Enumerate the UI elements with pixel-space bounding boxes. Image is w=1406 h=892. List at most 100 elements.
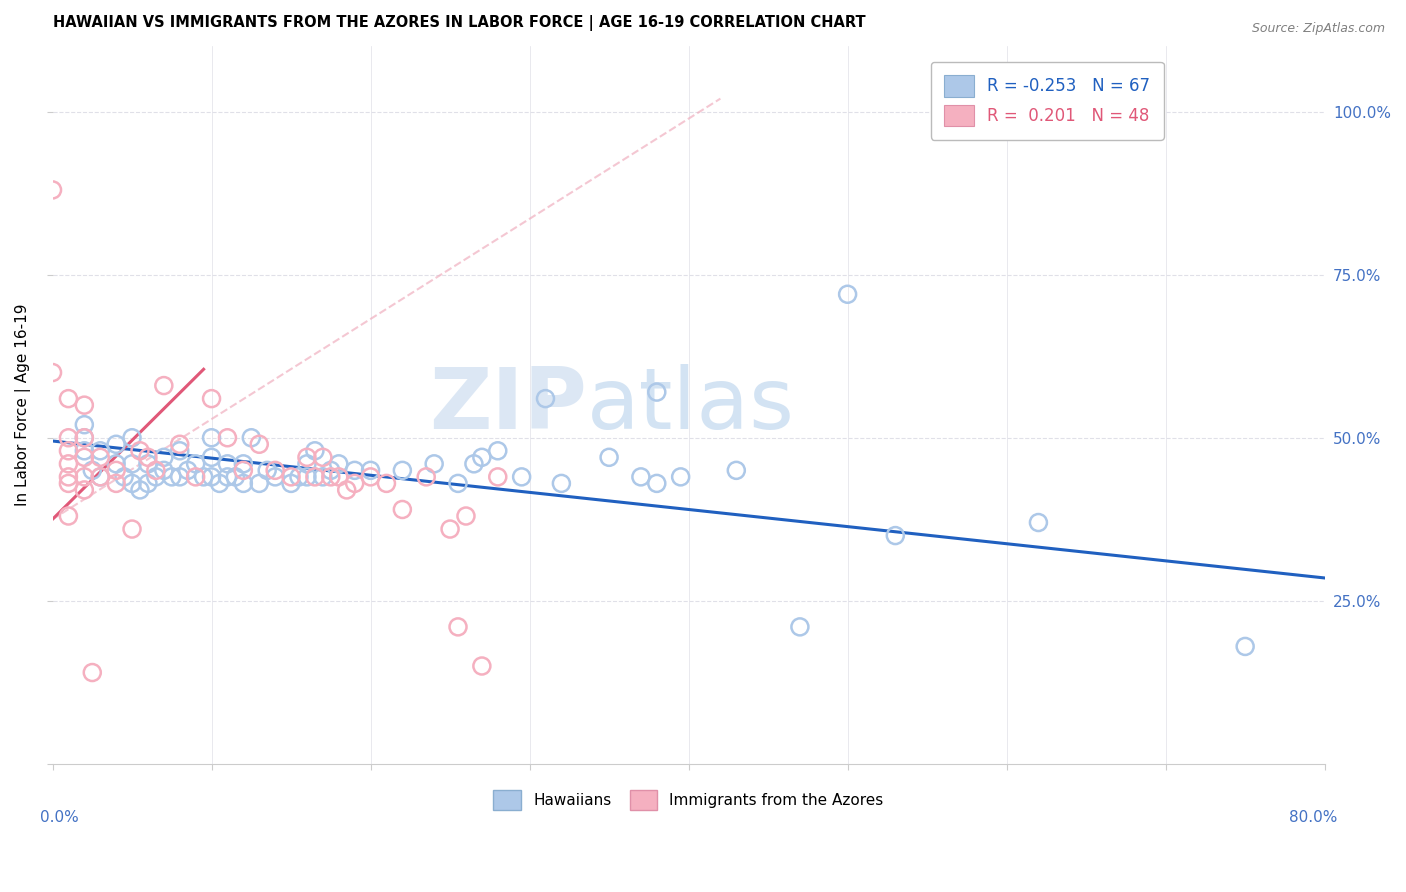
Point: [153, 450, 176, 465]
Point: [105, 437, 128, 451]
Point: [630, 470, 652, 484]
Point: [73, 431, 96, 445]
Point: [176, 463, 198, 477]
Point: [145, 470, 167, 484]
Point: [136, 450, 159, 465]
Point: [391, 502, 413, 516]
Point: [200, 450, 222, 465]
Point: [89, 450, 111, 465]
Point: [280, 470, 302, 484]
Point: [471, 450, 494, 465]
Point: [58, 457, 80, 471]
Point: [224, 470, 246, 484]
Point: [169, 437, 191, 451]
Point: [184, 457, 207, 471]
Point: [73, 450, 96, 465]
Point: [264, 470, 287, 484]
Point: [312, 450, 335, 465]
Point: [1234, 640, 1257, 654]
Point: [82, 463, 104, 477]
Point: [550, 476, 572, 491]
Point: [360, 463, 382, 477]
Point: [247, 437, 270, 451]
Point: [200, 392, 222, 406]
Point: [232, 463, 254, 477]
Point: [295, 450, 318, 465]
Point: [89, 470, 111, 484]
Point: [837, 287, 859, 301]
Point: [89, 443, 111, 458]
Point: [328, 470, 350, 484]
Point: [169, 443, 191, 458]
Point: [360, 470, 382, 484]
Point: [73, 431, 96, 445]
Point: [89, 470, 111, 484]
Point: [295, 470, 318, 484]
Point: [669, 470, 692, 484]
Point: [391, 463, 413, 477]
Point: [232, 457, 254, 471]
Point: [645, 385, 668, 400]
Point: [312, 470, 335, 484]
Point: [169, 470, 191, 484]
Point: [41, 366, 63, 380]
Point: [789, 620, 811, 634]
Point: [73, 398, 96, 412]
Point: [375, 476, 398, 491]
Point: [319, 470, 342, 484]
Point: [217, 457, 239, 471]
Point: [447, 620, 470, 634]
Point: [73, 443, 96, 458]
Point: [129, 483, 152, 497]
Point: [247, 476, 270, 491]
Point: [454, 508, 477, 523]
Point: [58, 476, 80, 491]
Point: [82, 665, 104, 680]
Point: [73, 417, 96, 432]
Point: [217, 470, 239, 484]
Point: [121, 522, 143, 536]
Point: [217, 431, 239, 445]
Point: [343, 463, 366, 477]
Text: 80.0%: 80.0%: [1289, 811, 1337, 825]
Point: [112, 470, 135, 484]
Point: [184, 470, 207, 484]
Point: [264, 463, 287, 477]
Point: [328, 457, 350, 471]
Point: [343, 476, 366, 491]
Point: [105, 463, 128, 477]
Point: [73, 483, 96, 497]
Point: [121, 431, 143, 445]
Point: [884, 528, 907, 542]
Point: [486, 470, 509, 484]
Point: [439, 522, 461, 536]
Point: [73, 470, 96, 484]
Point: [725, 463, 748, 477]
Point: [58, 470, 80, 484]
Point: [232, 476, 254, 491]
Point: [105, 476, 128, 491]
Point: [304, 443, 326, 458]
Point: [463, 457, 485, 471]
Point: [200, 470, 222, 484]
Point: [136, 476, 159, 491]
Point: [645, 476, 668, 491]
Point: [1028, 516, 1050, 530]
Point: [105, 457, 128, 471]
Point: [58, 508, 80, 523]
Point: [153, 463, 176, 477]
Point: [58, 431, 80, 445]
Point: [145, 463, 167, 477]
Point: [415, 470, 437, 484]
Point: [288, 470, 311, 484]
Point: [598, 450, 620, 465]
Point: [304, 470, 326, 484]
Point: [423, 457, 446, 471]
Point: [208, 476, 231, 491]
Point: [534, 392, 557, 406]
Point: [136, 457, 159, 471]
Point: [200, 431, 222, 445]
Text: atlas: atlas: [586, 364, 794, 447]
Point: [447, 476, 470, 491]
Point: [160, 470, 183, 484]
